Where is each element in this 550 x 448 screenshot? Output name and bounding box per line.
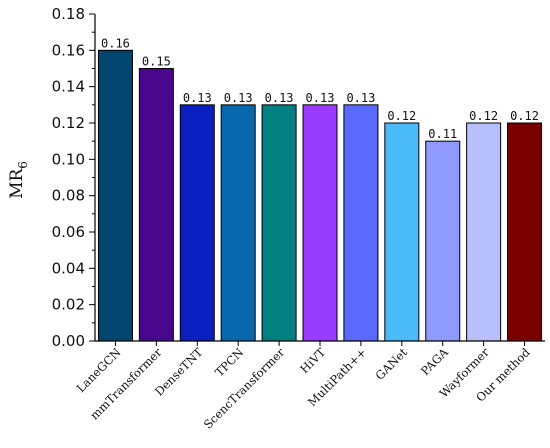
data-label: 0.12 [387,109,416,123]
y-tick-label: 0.00 [52,332,85,350]
y-tick-label: 0.14 [52,78,85,96]
x-category-label: PAGA [418,345,451,378]
bar-densetnt [179,104,215,342]
bar-scenctransformer [261,104,297,342]
y-tick-label: 0.06 [52,223,85,241]
x-category-label: HiVT [297,345,328,376]
y-tick-label: 0.18 [52,5,85,23]
bar-paga [425,140,461,342]
x-category-label: mmTransformer [87,345,164,422]
data-label: 0.13 [306,91,335,105]
bar-our-method [507,122,543,342]
data-label: 0.13 [224,91,253,105]
data-label: 0.13 [183,91,212,105]
bar-multipath- [343,104,379,342]
y-tick-label: 0.02 [52,296,85,314]
data-label: 0.12 [510,109,539,123]
bar-ganet [384,122,420,342]
data-label: 0.15 [142,55,171,69]
y-tick-label: 0.16 [52,41,85,59]
bar-wayformer [466,122,502,342]
x-category-label: ScencTransformer [201,345,288,432]
y-tick-label: 0.04 [52,259,85,277]
bar-mmtransformer [138,68,174,342]
y-tick-label: 0.12 [52,114,85,132]
data-labels: 0.16 0.15 0.13 0.13 0.13 0.13 0.13 0.12 0.11 0.12… [101,36,539,141]
bar-lanegcn [97,49,133,342]
y-tick-label: 0.10 [52,150,85,168]
data-label: 0.12 [469,109,498,123]
data-label: 0.11 [428,127,457,141]
y-axis-label: MR6 [7,161,30,199]
data-label: 0.13 [346,91,375,105]
y-tick-label: 0.08 [52,187,85,205]
y-axis: 0.00 0.02 0.04 0.06 0.08 0.10 0.12 0.14 0.16 0.18 [52,5,96,350]
bar-hivt [302,104,338,342]
data-label: 0.16 [101,36,130,50]
x-category-label: TPCN [212,345,246,379]
bar-tpcn [220,104,256,342]
data-label: 0.13 [265,91,294,105]
bars [97,49,543,342]
x-category-label: GANet [372,345,410,383]
